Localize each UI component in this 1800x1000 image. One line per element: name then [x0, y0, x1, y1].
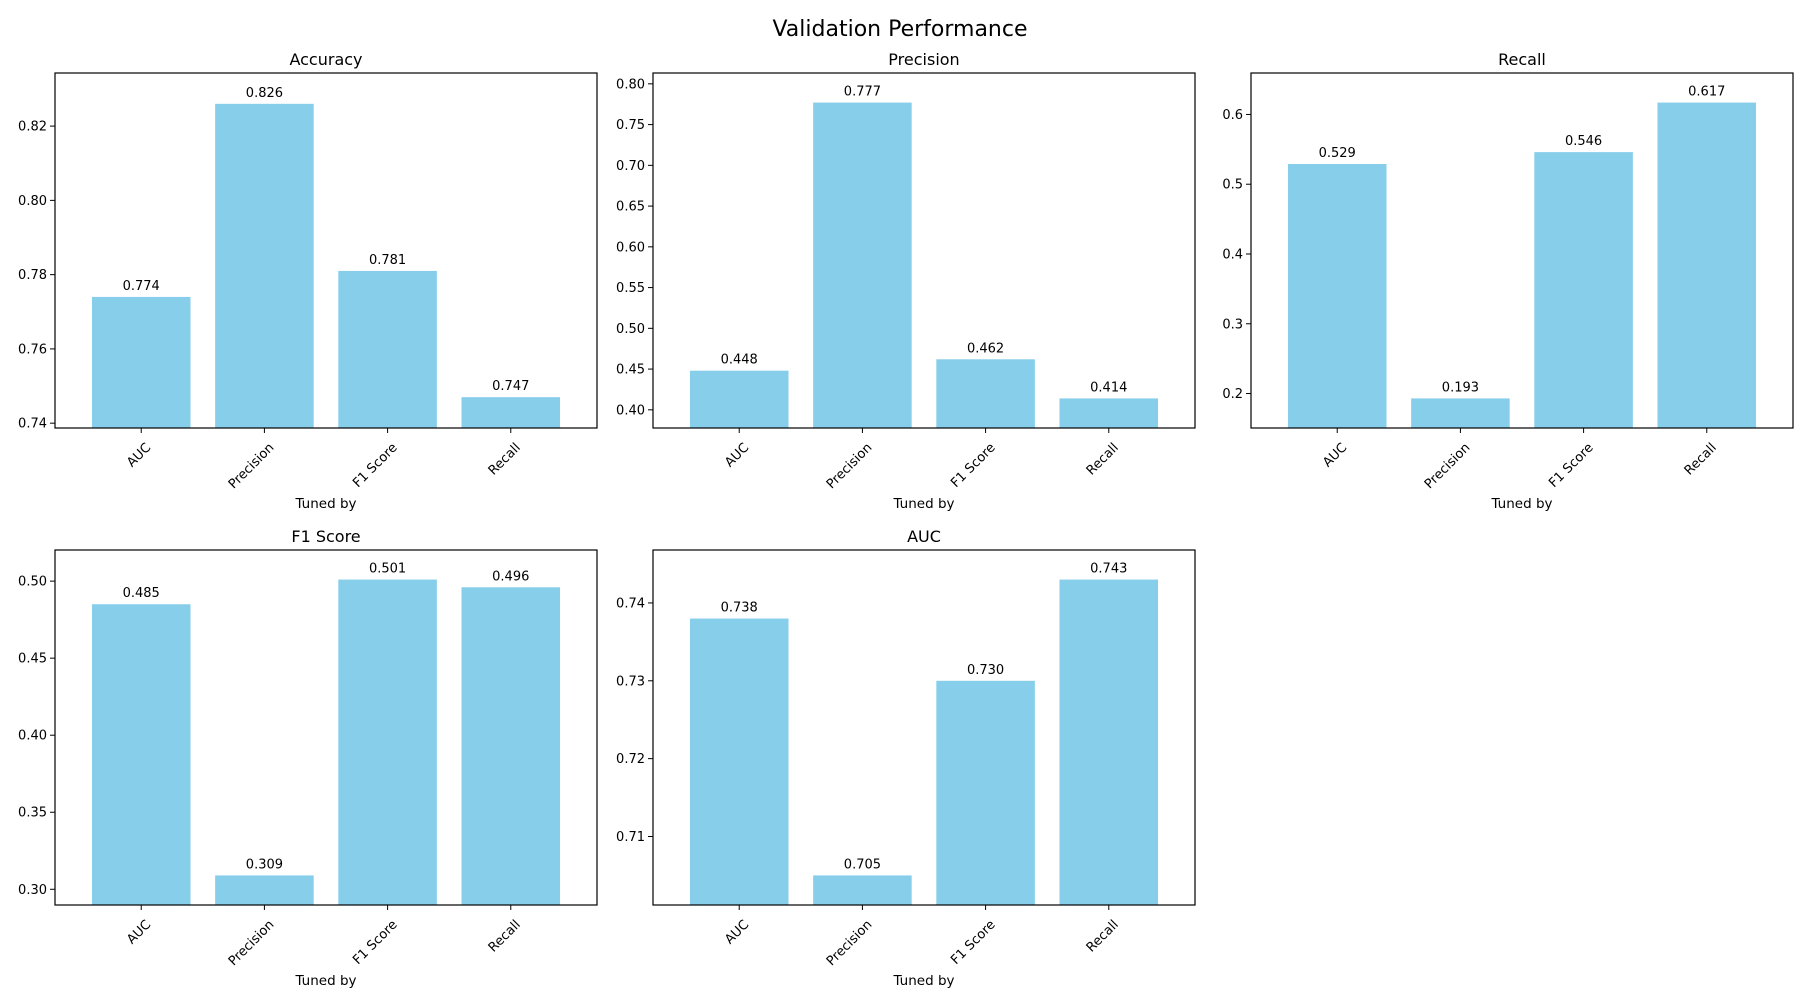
y-tick-label: 0.73 [616, 674, 645, 689]
y-tick-label: 0.80 [616, 77, 645, 92]
y-tick-label: 0.50 [18, 575, 47, 590]
data-label: 0.781 [369, 253, 406, 268]
y-tick-label: 0.72 [616, 752, 645, 767]
y-tick-label: 0.78 [18, 268, 47, 283]
y-tick-label: 0.65 [616, 200, 645, 215]
data-label: 0.617 [1688, 85, 1725, 100]
panel-title: F1 Score [291, 527, 360, 546]
y-tick-label: 0.70 [616, 159, 645, 174]
bar [936, 359, 1035, 428]
data-label: 0.826 [246, 86, 283, 101]
bar [1657, 102, 1757, 428]
bar [689, 618, 789, 905]
bar [1059, 398, 1159, 428]
y-tick-label: 0.55 [616, 281, 645, 296]
panel-title: Precision [888, 50, 959, 69]
y-tick-label: 0.40 [18, 729, 47, 744]
axes-frame [652, 549, 1196, 906]
chart-panel: F1 Score 0.485 0.309 0.501 0.496 0.30 0.35 0.40… [18, 527, 598, 989]
bar [813, 875, 912, 905]
y-tick-label: 0.71 [616, 830, 645, 845]
data-label: 0.777 [844, 85, 881, 100]
axes-frame [54, 72, 598, 429]
bar [1287, 163, 1387, 428]
bar [813, 102, 912, 428]
data-label: 0.747 [492, 379, 529, 394]
bar [91, 604, 191, 905]
data-label: 0.705 [844, 857, 881, 872]
data-label: 0.529 [1319, 146, 1356, 161]
data-label: 0.462 [967, 341, 1004, 356]
axes-frame [652, 72, 1196, 429]
figure-title: Validation Performance [772, 17, 1027, 42]
x-axis-label: Tuned by [294, 496, 356, 512]
y-tick-label: 0.6 [1222, 108, 1243, 123]
data-label: 0.546 [1565, 134, 1602, 149]
y-tick-label: 0.76 [18, 342, 47, 357]
data-label: 0.774 [123, 279, 160, 294]
bar [91, 296, 191, 428]
y-tick-label: 0.74 [18, 417, 47, 432]
panel-title: AUC [907, 527, 941, 546]
bar [461, 397, 561, 428]
bar [215, 875, 314, 905]
data-label: 0.414 [1090, 380, 1127, 395]
data-label: 0.193 [1442, 380, 1479, 395]
panel-title: Recall [1498, 50, 1546, 69]
chart-panel: Precision 0.448 0.777 0.462 0.414 0.40 0.45 0.5… [616, 50, 1196, 512]
data-label: 0.743 [1090, 562, 1127, 577]
y-tick-label: 0.75 [616, 118, 645, 133]
axes-frame [54, 549, 598, 906]
data-label: 0.501 [369, 562, 406, 577]
y-tick-label: 0.60 [616, 240, 645, 255]
axes-frame [1250, 72, 1794, 429]
chart-panel: Accuracy 0.774 0.826 0.781 0.747 0.74 0.76 0.78… [18, 50, 598, 512]
bar [936, 680, 1035, 905]
chart-panel: Recall 0.529 0.193 0.546 0.617 0.2 0.3 0.4 0.5 0.… [1222, 50, 1794, 512]
data-label: 0.448 [721, 353, 758, 368]
x-axis-label: Tuned by [892, 496, 954, 512]
bar [1059, 579, 1159, 905]
data-label: 0.730 [967, 663, 1004, 678]
y-tick-label: 0.5 [1222, 178, 1243, 193]
y-tick-label: 0.50 [616, 322, 645, 337]
bar [338, 579, 437, 905]
bar [1411, 398, 1510, 428]
bar [461, 587, 561, 905]
x-axis-label: Tuned by [1490, 496, 1552, 512]
y-tick-label: 0.2 [1222, 387, 1243, 402]
y-tick-label: 0.45 [616, 363, 645, 378]
x-axis-label: Tuned by [294, 973, 356, 989]
bar [215, 103, 314, 428]
y-tick-label: 0.74 [616, 596, 645, 611]
data-label: 0.496 [492, 569, 529, 584]
y-tick-label: 0.80 [18, 194, 47, 209]
y-tick-label: 0.45 [18, 652, 47, 667]
chart-panel: AUC0.7380.7050.7300.7430.710.720.730.74A… [616, 527, 1196, 989]
data-label: 0.738 [721, 601, 758, 616]
y-tick-label: 0.35 [18, 806, 47, 821]
bar [689, 370, 789, 428]
bar [1534, 152, 1633, 428]
y-tick-label: 0.3 [1222, 317, 1243, 332]
panel-title: Accuracy [289, 50, 362, 69]
chart-panels: Accuracy 0.774 0.826 0.781 0.747 0.74 0.76 0.78… [18, 50, 1794, 989]
y-tick-label: 0.82 [18, 120, 47, 135]
bar [338, 270, 437, 428]
y-tick-label: 0.30 [18, 883, 47, 898]
y-tick-label: 0.40 [616, 403, 645, 418]
y-tick-label: 0.4 [1222, 247, 1243, 262]
data-label: 0.309 [246, 857, 283, 872]
data-label: 0.485 [123, 586, 160, 601]
x-axis-label: Tuned by [892, 973, 954, 989]
